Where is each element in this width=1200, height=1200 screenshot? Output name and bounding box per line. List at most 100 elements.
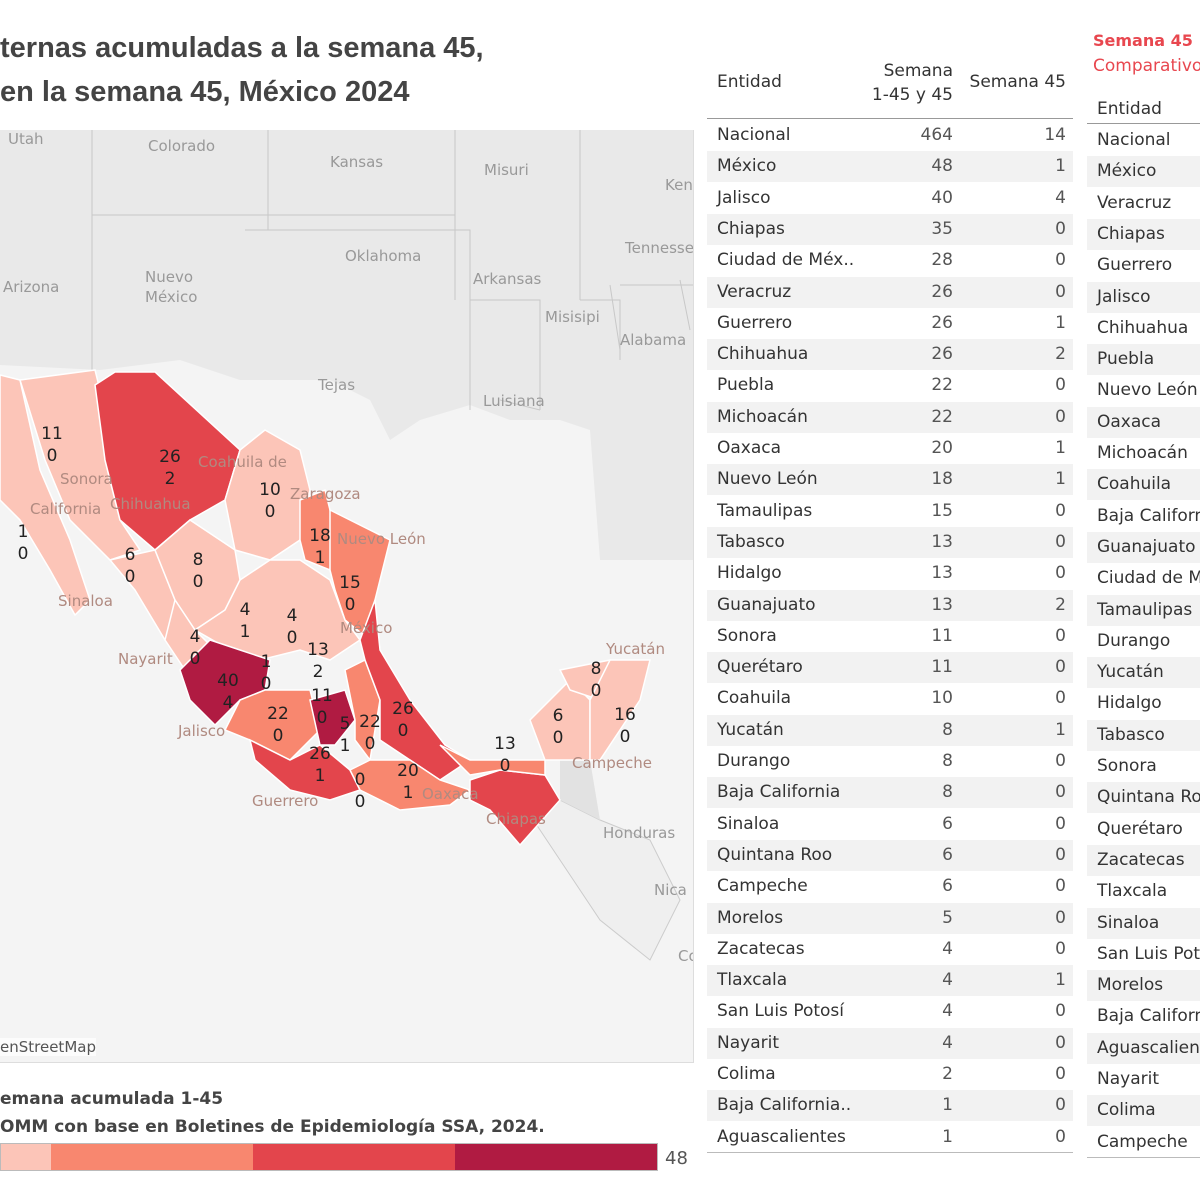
table-row[interactable]: Baja California.. 1 0 [707, 1090, 1073, 1122]
compare-row[interactable]: Morelos [1087, 970, 1200, 1002]
state-shape[interactable] [223, 689, 321, 761]
header-cum-2[interactable]: 1-45 y 45 [871, 85, 953, 105]
compare-row[interactable]: Guerrero [1087, 250, 1200, 281]
table-row[interactable]: Veracruz 26 0 [707, 276, 1073, 308]
table-row[interactable]: Morelos 5 0 [707, 902, 1073, 934]
header-week[interactable]: Semana 45 [969, 72, 1066, 92]
compare-row[interactable]: Nacional [1087, 125, 1200, 156]
table-row[interactable]: Nuevo León 18 1 [707, 464, 1073, 496]
compare-row[interactable]: Ciudad de México [1087, 563, 1200, 594]
compare-row[interactable]: Oaxaca [1087, 406, 1200, 438]
table-row[interactable]: Tabasco 13 0 [707, 526, 1073, 558]
state-shape[interactable] [309, 689, 356, 746]
choropleth-map[interactable]: Utah Colorado Kansas Misuri Ken Arizona Nuevo M… [0, 130, 694, 1063]
table-row[interactable]: Ciudad de Méx.. 28 0 [707, 245, 1073, 276]
state-shape[interactable] [329, 508, 391, 642]
compare-title: Semana 45 [1093, 31, 1193, 50]
week-cell: 0 [1055, 625, 1066, 646]
table-row[interactable]: Michoacán 22 0 [707, 401, 1073, 433]
compare-header-entity[interactable]: Entidad [1097, 99, 1162, 119]
compare-row[interactable]: Querétaro [1087, 814, 1200, 845]
map-attribution: enStreetMap [0, 1038, 96, 1056]
header-entity[interactable]: Entidad [717, 72, 782, 92]
table-row[interactable]: Durango 8 0 [707, 746, 1073, 777]
map-place-label: Utah [8, 130, 44, 148]
table-row[interactable]: Nacional 464 14 [707, 120, 1073, 151]
compare-row[interactable]: Veracruz [1087, 188, 1200, 219]
compare-row[interactable]: Chihuahua [1087, 313, 1200, 344]
compare-bottom-border [1087, 1157, 1200, 1158]
compare-row[interactable]: San Luis Potosí [1087, 939, 1200, 970]
table-row[interactable]: Campeche 6 0 [707, 871, 1073, 902]
table-row[interactable]: Sonora 11 0 [707, 621, 1073, 652]
table-row[interactable]: Tlaxcala 4 1 [707, 965, 1073, 997]
compare-entity: Nayarit [1097, 1069, 1159, 1089]
week-cell: 1 [1055, 156, 1066, 177]
state-cum-value: 11 [41, 424, 63, 444]
compare-row[interactable]: Nuevo León [1087, 375, 1200, 406]
compare-row[interactable]: Nayarit [1087, 1064, 1200, 1095]
compare-row[interactable]: Tamaulipas [1087, 594, 1200, 626]
table-row[interactable]: Baja California 8 0 [707, 777, 1073, 809]
state-cum-value: 26 [159, 447, 181, 467]
map-place-label: Kansas [330, 153, 384, 171]
table-row[interactable]: Yucatán 8 1 [707, 714, 1073, 746]
table-row[interactable]: Hidalgo 13 0 [707, 558, 1073, 589]
week-cell: 0 [1055, 406, 1066, 427]
table-row[interactable]: Coahuila 10 0 [707, 683, 1073, 714]
header-cum-1[interactable]: Semana [883, 61, 953, 81]
compare-row[interactable]: Quintana Roo [1087, 782, 1200, 814]
entity-cell: México [717, 156, 777, 177]
compare-row[interactable]: Sonora [1087, 751, 1200, 782]
table-row[interactable]: Aguascalientes 1 0 [707, 1122, 1073, 1153]
compare-row[interactable]: Chiapas [1087, 218, 1200, 250]
table-row[interactable]: San Luis Potosí 4 0 [707, 996, 1073, 1027]
state-shape[interactable] [0, 374, 91, 617]
cumulative-cell: 6 [942, 844, 953, 865]
state-shape[interactable] [439, 744, 546, 776]
compare-row[interactable]: Aguascalientes [1087, 1032, 1200, 1064]
table-row[interactable]: Querétaro 11 0 [707, 652, 1073, 684]
state-shape[interactable] [589, 659, 651, 761]
compare-entity: Campeche [1097, 1131, 1188, 1152]
compare-row[interactable]: Puebla [1087, 344, 1200, 376]
compare-row[interactable]: Campeche [1087, 1127, 1200, 1158]
table-row[interactable]: México 48 1 [707, 151, 1073, 183]
compare-row[interactable]: Yucatán [1087, 657, 1200, 689]
compare-row[interactable]: Michoacán [1087, 438, 1200, 469]
compare-row[interactable]: Jalisco [1087, 281, 1200, 313]
table-row[interactable]: Jalisco 40 4 [707, 183, 1073, 214]
table-row[interactable]: Nayarit 4 0 [707, 1027, 1073, 1059]
table-row[interactable]: Zacatecas 4 0 [707, 934, 1073, 965]
entity-cell: Baja California [717, 782, 841, 803]
table-row[interactable]: Guanajuato 13 2 [707, 589, 1073, 621]
table-row[interactable]: Quintana Roo 6 0 [707, 839, 1073, 871]
compare-row[interactable]: Baja California Sur [1087, 1001, 1200, 1032]
table-row[interactable]: Guerrero 26 1 [707, 308, 1073, 339]
table-row[interactable]: Colima 2 0 [707, 1059, 1073, 1090]
table-row[interactable]: Oaxaca 20 1 [707, 433, 1073, 464]
state-shape[interactable] [94, 371, 241, 551]
entity-cell: Tamaulipas [717, 500, 813, 521]
table-row[interactable]: Sinaloa 6 0 [707, 809, 1073, 840]
compare-row[interactable]: Tabasco [1087, 719, 1200, 751]
compare-row[interactable]: Durango [1087, 626, 1200, 657]
guatemala-belize [560, 760, 600, 820]
compare-row[interactable]: Zacatecas [1087, 844, 1200, 876]
compare-row[interactable]: Sinaloa [1087, 907, 1200, 939]
table-row[interactable]: Chihuahua 26 2 [707, 339, 1073, 371]
table-row[interactable]: Chiapas 35 0 [707, 213, 1073, 245]
compare-row[interactable]: Colima [1087, 1095, 1200, 1127]
table-row[interactable]: Tamaulipas 15 0 [707, 496, 1073, 527]
state-shape[interactable] [359, 599, 472, 781]
state-shape[interactable] [19, 369, 142, 561]
compare-row[interactable]: Coahuila [1087, 469, 1200, 501]
compare-row[interactable]: Guanajuato [1087, 531, 1200, 563]
compare-row[interactable]: Baja California [1087, 501, 1200, 532]
table-row[interactable]: Puebla 22 0 [707, 370, 1073, 401]
compare-row[interactable]: Hidalgo [1087, 688, 1200, 719]
compare-row[interactable]: México [1087, 156, 1200, 188]
compare-entity: Hidalgo [1097, 693, 1162, 714]
compare-row[interactable]: Tlaxcala [1087, 876, 1200, 907]
compare-entity: Aguascalientes [1097, 1037, 1200, 1058]
